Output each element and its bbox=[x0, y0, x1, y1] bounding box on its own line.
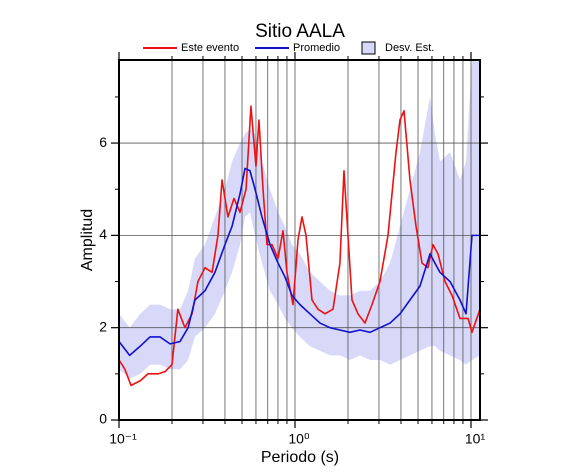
chart-title: Sitio AALA bbox=[255, 21, 345, 42]
plot-area bbox=[119, 105, 480, 387]
y-tick-label: 6 bbox=[99, 134, 107, 150]
grid bbox=[118, 60, 480, 421]
x-tick-label: 10⁻¹ bbox=[109, 431, 137, 447]
y-tick-label: 4 bbox=[99, 226, 107, 242]
series-line bbox=[119, 167, 480, 357]
legend-label: Este evento bbox=[181, 42, 239, 54]
x-tick-label: 10⁰ bbox=[288, 431, 310, 447]
legend-label: Promedio bbox=[293, 42, 340, 54]
std-band bbox=[119, 60, 480, 379]
frame bbox=[118, 59, 481, 421]
y-axis-label: Amplitud bbox=[79, 209, 96, 271]
legend-swatch bbox=[361, 41, 376, 55]
axes: 10⁻¹ 10⁰ 10¹ 0 2 4 6 bbox=[99, 52, 488, 447]
x-axis-label: Periodo (s) bbox=[261, 449, 339, 466]
legend-label: Desv. Est. bbox=[385, 42, 434, 54]
x-tick-label: 10¹ bbox=[465, 431, 486, 447]
legend: Este evento Promedio Desv. Est. bbox=[143, 41, 434, 55]
y-tick-label: 2 bbox=[99, 318, 107, 334]
y-tick-label: 0 bbox=[99, 411, 107, 427]
